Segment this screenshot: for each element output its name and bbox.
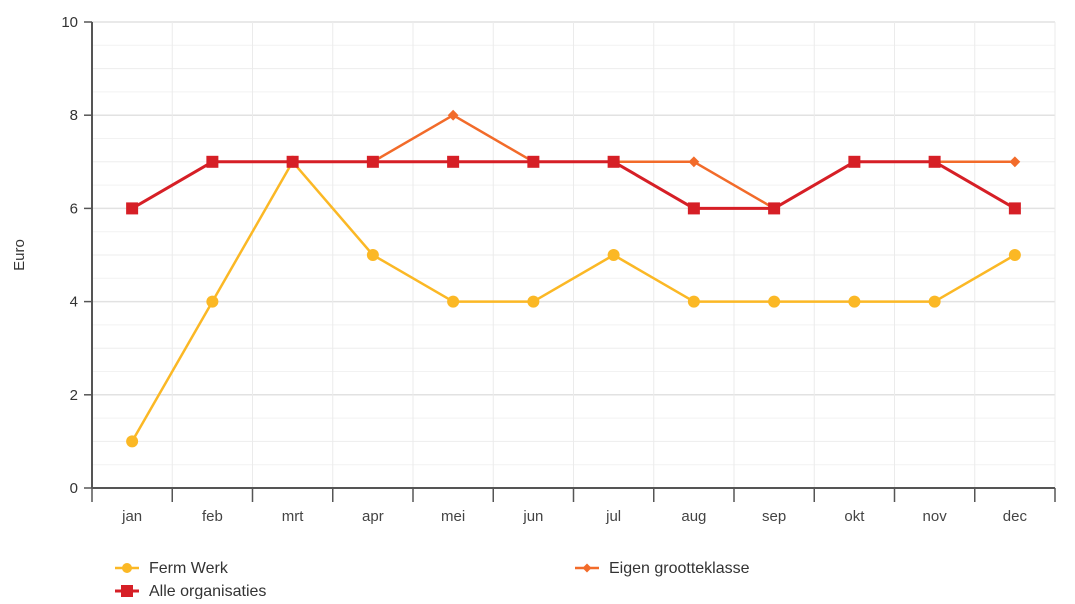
x-tick-label: mrt (282, 508, 304, 525)
series-alle-organisaties (126, 155, 1021, 215)
data-point (928, 155, 941, 168)
data-point (768, 295, 781, 308)
x-tick-label: sep (762, 508, 786, 525)
x-tick-label: dec (1003, 508, 1028, 525)
data-point (527, 155, 540, 168)
data-point (1008, 202, 1021, 215)
x-tick-label: apr (362, 508, 384, 525)
y-tick-label: 6 (70, 200, 78, 217)
series-line (131, 160, 1016, 210)
data-point (607, 249, 620, 261)
data-point (687, 202, 700, 215)
x-tick-label: okt (844, 508, 865, 525)
legend-marker (582, 563, 592, 573)
data-point (687, 295, 700, 308)
data-point (126, 202, 139, 215)
data-point (688, 156, 700, 168)
legend-label: Ferm Werk (149, 560, 229, 577)
legend-item: Eigen grootteklasse (575, 560, 750, 577)
data-point (126, 435, 139, 448)
data-point (768, 202, 781, 215)
x-tick-label: nov (923, 508, 948, 525)
data-point (527, 295, 540, 308)
x-tick-label: feb (202, 508, 223, 525)
data-point (206, 295, 219, 308)
data-point (1009, 156, 1021, 168)
legend-label: Eigen grootteklasse (609, 560, 750, 577)
data-point (286, 155, 299, 168)
legend-item: Ferm Werk (115, 560, 229, 577)
series-line (131, 160, 1016, 443)
x-tick-label: jan (121, 508, 142, 525)
data-point (447, 155, 460, 168)
data-point (1008, 249, 1021, 261)
grid (92, 21, 1056, 488)
y-tick-label: 4 (70, 294, 78, 311)
legend-marker (122, 563, 132, 573)
x-tick-label: mei (441, 508, 465, 525)
x-tick-label: aug (681, 508, 706, 525)
y-axis-label: Euro (11, 239, 28, 271)
y-tick-label: 0 (70, 480, 78, 497)
data-point (366, 249, 379, 261)
series-ferm-werk (126, 155, 1021, 448)
legend-label: Alle organisaties (149, 583, 266, 599)
legend-marker (121, 585, 133, 597)
data-point (206, 155, 219, 168)
data-point (447, 295, 460, 308)
legend: Ferm Werk Eigen grootteklasse Alle organis… (115, 560, 750, 600)
data-point (848, 295, 861, 308)
data-point (366, 155, 379, 168)
data-point (928, 295, 941, 308)
y-tick-label: 2 (70, 387, 78, 404)
x-tick-label: jun (522, 508, 543, 525)
y-tick-label: 8 (70, 107, 78, 124)
data-point (447, 109, 459, 121)
x-tick-label: jul (605, 508, 621, 525)
series (126, 109, 1021, 448)
y-tick-label: 10 (61, 14, 78, 31)
data-point (848, 155, 861, 168)
axes: 0 2 4 6 8 10 jan feb mrt apr mei jun jul aug sep okt nov… (61, 14, 1056, 525)
data-point (607, 155, 620, 168)
legend-item: Alle organisaties (115, 583, 266, 600)
